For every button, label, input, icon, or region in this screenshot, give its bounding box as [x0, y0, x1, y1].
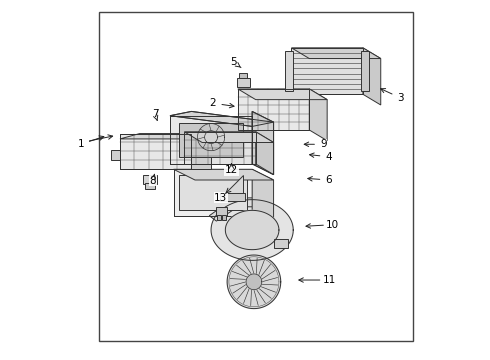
Polygon shape: [292, 48, 381, 59]
Polygon shape: [252, 111, 273, 175]
Bar: [173, 169, 252, 216]
Text: 6: 6: [326, 175, 332, 185]
Polygon shape: [246, 274, 262, 290]
Polygon shape: [184, 132, 256, 164]
Bar: [362, 51, 369, 91]
Polygon shape: [309, 89, 327, 141]
Polygon shape: [363, 48, 381, 105]
Bar: [111, 150, 120, 160]
Text: 13: 13: [214, 193, 227, 203]
Text: 7: 7: [152, 109, 158, 119]
Text: 10: 10: [326, 220, 339, 230]
Bar: [98, 12, 413, 341]
Bar: [220, 193, 245, 202]
Bar: [273, 239, 288, 248]
Polygon shape: [170, 111, 273, 126]
Polygon shape: [184, 132, 273, 143]
Bar: [145, 183, 155, 189]
Polygon shape: [227, 255, 281, 309]
Polygon shape: [211, 200, 293, 260]
Polygon shape: [192, 134, 211, 169]
Bar: [179, 175, 247, 210]
Polygon shape: [170, 116, 252, 164]
Bar: [239, 73, 247, 78]
Text: 3: 3: [397, 93, 404, 103]
Bar: [237, 78, 249, 87]
Text: 11: 11: [322, 275, 336, 285]
Polygon shape: [238, 89, 309, 130]
Polygon shape: [120, 134, 211, 139]
Polygon shape: [223, 175, 243, 194]
Polygon shape: [225, 210, 279, 249]
Polygon shape: [292, 48, 363, 94]
Polygon shape: [252, 169, 273, 226]
Bar: [143, 175, 157, 184]
Text: 5: 5: [230, 57, 237, 67]
Text: 12: 12: [225, 165, 238, 175]
Polygon shape: [173, 169, 273, 180]
Text: 9: 9: [320, 139, 327, 149]
Text: 2: 2: [210, 98, 216, 108]
Text: 8: 8: [149, 176, 156, 186]
Polygon shape: [209, 198, 259, 221]
Bar: [285, 51, 293, 91]
Bar: [218, 215, 221, 220]
Bar: [222, 215, 226, 220]
Polygon shape: [238, 89, 327, 100]
Text: 1: 1: [77, 139, 84, 149]
Polygon shape: [256, 132, 273, 175]
Bar: [217, 207, 227, 216]
Polygon shape: [120, 134, 192, 169]
Polygon shape: [173, 169, 252, 216]
Bar: [179, 123, 243, 157]
Text: 4: 4: [326, 152, 332, 162]
